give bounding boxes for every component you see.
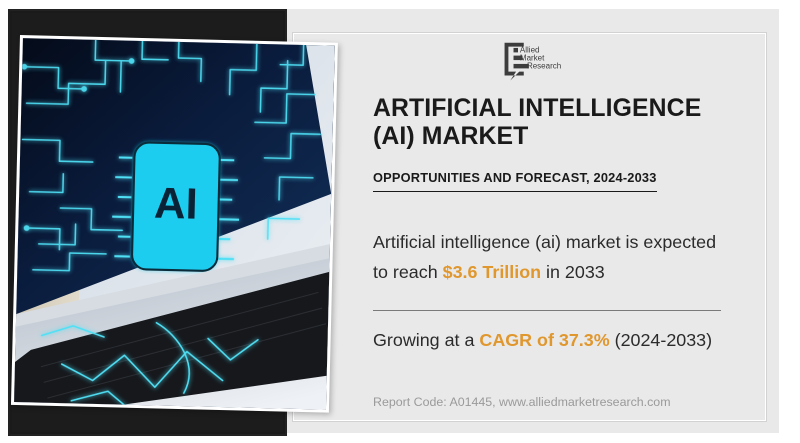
svg-text:AI: AI	[154, 179, 199, 229]
svg-text:Research: Research	[527, 61, 561, 70]
